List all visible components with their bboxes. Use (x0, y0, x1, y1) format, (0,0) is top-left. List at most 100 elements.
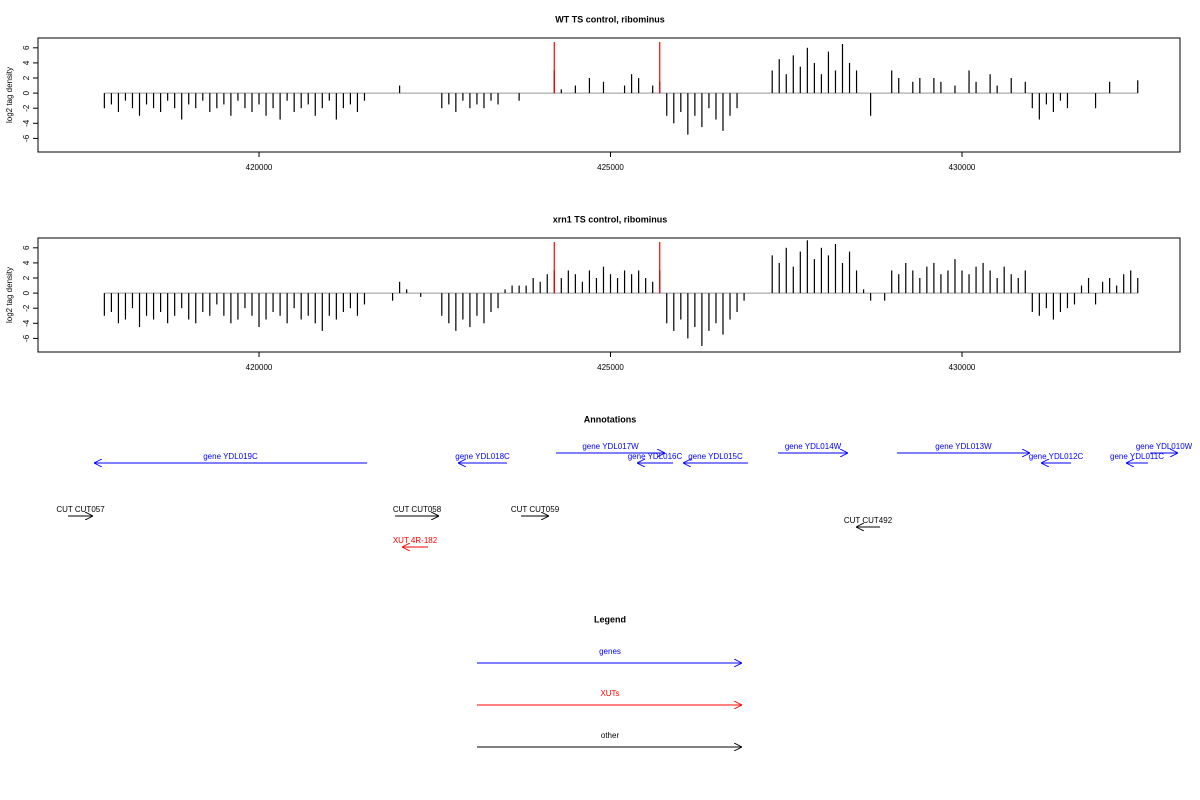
bar (1130, 270, 1132, 294)
bar (237, 93, 239, 101)
bar (792, 266, 794, 294)
bar (216, 293, 218, 305)
bar (265, 93, 267, 116)
y-tick-label: -2 (22, 304, 31, 312)
y-tick-label: 4 (22, 260, 31, 265)
bar (265, 293, 267, 320)
y-tick-label: -6 (22, 134, 31, 142)
bar (1031, 93, 1033, 109)
legend-title: Legend (594, 614, 626, 624)
bar (1066, 93, 1069, 109)
bar (328, 293, 330, 316)
bar (138, 293, 141, 328)
bar (300, 293, 302, 320)
feature-label: gene YDL012C (1029, 452, 1084, 461)
bar (272, 293, 274, 312)
feature-label: CUT CUT057 (56, 505, 105, 514)
bar (420, 293, 422, 297)
bar (813, 259, 815, 294)
y-tick-label: 6 (22, 45, 31, 50)
bar (314, 293, 316, 324)
bar (300, 93, 302, 109)
bar (279, 293, 281, 316)
bar (898, 274, 900, 294)
bar (771, 70, 773, 94)
feature-label: gene YDL019C (203, 452, 258, 461)
bar (560, 89, 562, 94)
bar (230, 93, 232, 116)
bar (335, 293, 337, 320)
bar (841, 262, 844, 294)
bar (321, 293, 323, 331)
bar (209, 93, 211, 112)
bar (778, 262, 780, 294)
bar (174, 293, 176, 316)
bar (490, 293, 492, 312)
bar (223, 93, 225, 105)
bar (335, 93, 337, 120)
bar (293, 293, 295, 309)
bar (855, 70, 858, 94)
bar (560, 278, 562, 294)
bar (715, 293, 717, 324)
bar (687, 93, 689, 135)
bar (497, 293, 499, 309)
bar (328, 93, 330, 101)
bar (996, 85, 998, 94)
bar (469, 293, 471, 328)
bar (912, 270, 914, 294)
bar (223, 293, 225, 316)
bar (272, 93, 274, 109)
bar (729, 93, 731, 116)
bar (820, 247, 823, 294)
feature-label: XUT 4R-182 (393, 536, 438, 545)
feature-label: gene YDL017W (582, 442, 639, 451)
legend-label: XUTs (600, 689, 619, 698)
bar (244, 293, 246, 309)
bar (237, 293, 239, 320)
bar (131, 93, 134, 109)
x-tick-label: 425000 (597, 363, 624, 372)
bar (258, 293, 260, 328)
bar (701, 93, 703, 128)
bar (891, 270, 893, 294)
feature-label: gene YDL018C (455, 452, 510, 461)
y-tick-label: 0 (22, 90, 31, 95)
bar (574, 274, 576, 294)
bar (736, 93, 738, 109)
bar (785, 247, 787, 294)
chart-title: xrn1 TS control, ribominus (553, 214, 668, 224)
bar (834, 244, 837, 294)
bar (131, 293, 134, 309)
bar (708, 293, 710, 331)
bar (975, 81, 977, 94)
bar (511, 285, 513, 294)
bar (729, 293, 731, 320)
bar (891, 70, 893, 94)
y-tick-label: -2 (22, 104, 31, 112)
bar (743, 293, 745, 301)
y-tick-label: 0 (22, 290, 31, 295)
bar (1052, 293, 1054, 320)
bar (820, 74, 823, 94)
bar (1038, 293, 1040, 316)
bar (251, 93, 253, 112)
bar (595, 278, 598, 294)
bar (870, 293, 872, 301)
bar (722, 93, 724, 131)
bar (785, 74, 787, 94)
bar (827, 51, 830, 94)
bar (504, 289, 506, 294)
bar (968, 70, 970, 94)
bar (532, 278, 534, 294)
bar (1066, 293, 1069, 309)
bar (975, 266, 977, 294)
bar (638, 78, 640, 94)
y-tick-label: -6 (22, 334, 31, 342)
bar (391, 293, 394, 301)
bar (476, 293, 478, 316)
bar (483, 293, 485, 324)
feature-label: gene YDL011C (1110, 452, 1164, 461)
bar (103, 293, 105, 316)
bar (490, 93, 492, 101)
